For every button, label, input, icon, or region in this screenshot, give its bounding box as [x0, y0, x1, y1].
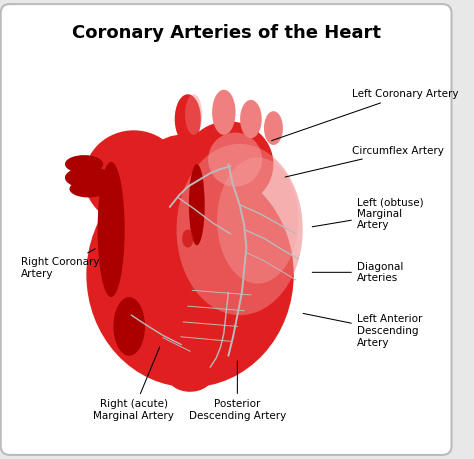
Ellipse shape	[65, 155, 103, 173]
Ellipse shape	[167, 360, 212, 392]
Text: Circumflex Artery: Circumflex Artery	[285, 146, 444, 177]
Ellipse shape	[70, 180, 108, 197]
Ellipse shape	[183, 121, 273, 207]
Ellipse shape	[240, 100, 262, 138]
Ellipse shape	[86, 162, 294, 387]
Ellipse shape	[182, 230, 193, 247]
Ellipse shape	[113, 297, 145, 356]
Ellipse shape	[208, 133, 262, 187]
Text: Diagonal
Arteries: Diagonal Arteries	[312, 262, 403, 283]
Ellipse shape	[84, 130, 183, 225]
Text: Left Coronary Artery: Left Coronary Artery	[272, 89, 459, 140]
Ellipse shape	[264, 111, 283, 145]
Text: Right (acute)
Marginal Artery: Right (acute) Marginal Artery	[93, 347, 174, 420]
Text: Posterior
Descending Artery: Posterior Descending Artery	[189, 361, 286, 420]
Ellipse shape	[185, 94, 202, 135]
Ellipse shape	[176, 144, 303, 315]
Text: Left Anterior
Descending
Artery: Left Anterior Descending Artery	[303, 313, 422, 347]
Ellipse shape	[98, 162, 125, 297]
Text: Coronary Arteries of the Heart: Coronary Arteries of the Heart	[72, 24, 381, 42]
Ellipse shape	[217, 157, 298, 284]
Ellipse shape	[145, 135, 217, 202]
Ellipse shape	[189, 164, 205, 245]
Ellipse shape	[212, 90, 236, 135]
Text: Left (obtuse)
Marginal
Artery: Left (obtuse) Marginal Artery	[312, 197, 423, 230]
Text: Right Coronary
Artery: Right Coronary Artery	[21, 249, 100, 279]
FancyBboxPatch shape	[0, 4, 452, 455]
Ellipse shape	[65, 167, 112, 189]
Ellipse shape	[175, 94, 201, 144]
